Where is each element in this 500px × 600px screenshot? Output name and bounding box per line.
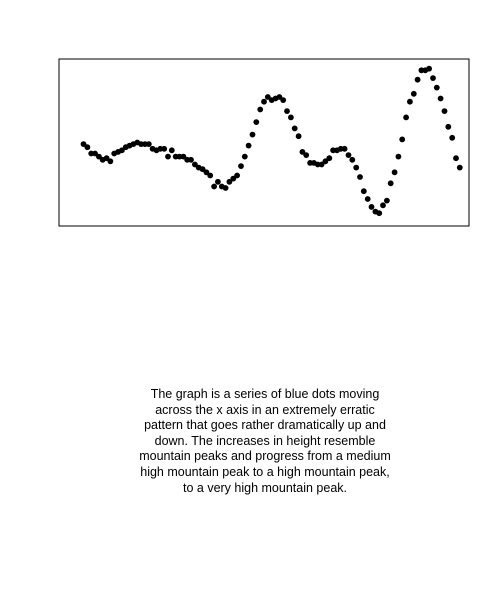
data-points — [81, 66, 463, 216]
data-point — [445, 124, 451, 130]
data-point — [442, 108, 448, 114]
data-point — [346, 152, 352, 158]
data-point — [246, 143, 252, 149]
plot-frame — [59, 59, 469, 226]
scatter-chart — [0, 0, 500, 250]
data-point — [349, 157, 355, 163]
figure-caption: The graph is a series of blue dots movin… — [125, 387, 405, 496]
data-point — [380, 202, 386, 208]
data-point — [342, 146, 348, 152]
data-point — [384, 198, 390, 204]
data-point — [303, 152, 309, 158]
data-point — [288, 115, 294, 121]
data-point — [453, 155, 459, 161]
data-point — [161, 146, 167, 152]
data-point — [392, 169, 398, 175]
caption-line: mountain peaks and progress from a mediu… — [125, 449, 405, 465]
data-point — [292, 125, 298, 131]
data-point — [407, 99, 413, 105]
caption-line: down. The increases in height resemble — [125, 434, 405, 450]
data-point — [211, 184, 217, 190]
data-point — [188, 157, 194, 163]
data-point — [108, 158, 114, 164]
data-point — [457, 165, 463, 171]
data-point — [250, 132, 256, 138]
data-point — [376, 210, 382, 216]
data-point — [238, 163, 244, 169]
data-point — [146, 141, 152, 147]
data-point — [223, 185, 229, 191]
data-point — [169, 147, 175, 153]
data-point — [280, 97, 286, 103]
caption-line: pattern that goes rather dramatically up… — [125, 418, 405, 434]
data-point — [234, 173, 240, 179]
data-point — [369, 204, 375, 210]
caption-line: high mountain peak to a high mountain pe… — [125, 465, 405, 481]
data-point — [353, 165, 359, 171]
data-point — [357, 174, 363, 180]
data-point — [449, 135, 455, 141]
data-point — [399, 137, 405, 143]
caption-line: to a very high mountain peak. — [125, 481, 405, 497]
data-point — [242, 154, 248, 160]
data-point — [215, 179, 221, 185]
data-point — [361, 188, 367, 194]
data-point — [253, 119, 259, 125]
data-point — [411, 91, 417, 97]
data-point — [284, 108, 290, 114]
data-point — [403, 115, 409, 121]
data-point — [434, 85, 440, 91]
data-point — [430, 75, 436, 81]
data-point — [426, 66, 432, 72]
data-point — [257, 107, 263, 113]
data-point — [165, 154, 171, 160]
caption-line: The graph is a series of blue dots movin… — [125, 387, 405, 403]
caption-line: across the x axis in an extremely errati… — [125, 403, 405, 419]
data-point — [207, 173, 213, 179]
data-point — [438, 96, 444, 102]
data-point — [85, 144, 91, 150]
data-point — [396, 154, 402, 160]
data-point — [326, 155, 332, 161]
data-point — [388, 180, 394, 186]
data-point — [415, 77, 421, 83]
data-point — [365, 196, 371, 202]
data-point — [261, 99, 267, 105]
data-point — [296, 133, 302, 139]
